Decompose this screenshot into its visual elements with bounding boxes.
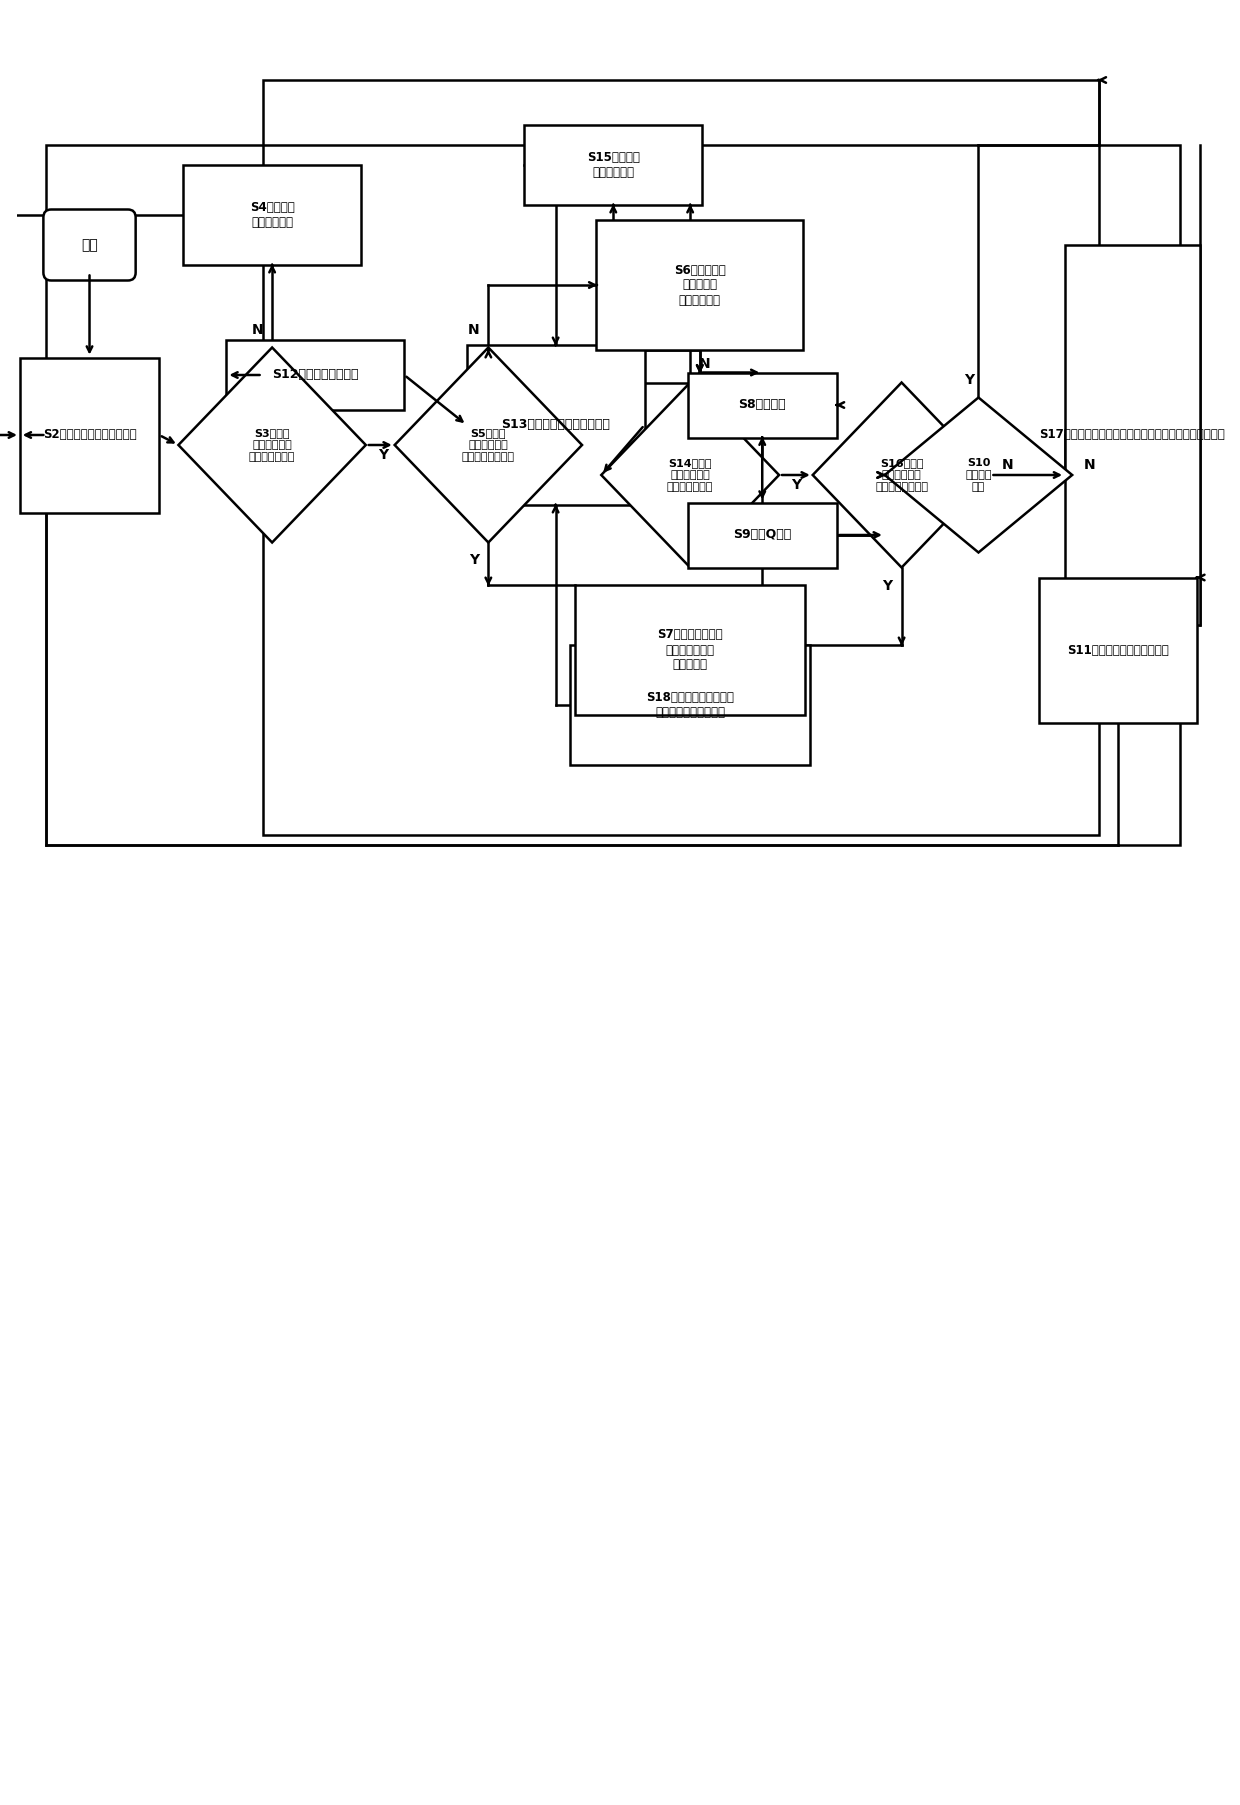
Text: N: N (252, 323, 264, 336)
Text: S9更新Q值表: S9更新Q值表 (733, 529, 791, 542)
Polygon shape (179, 348, 366, 543)
Text: S6选择并执行
当前动作后
到达下一状态: S6选择并执行 当前动作后 到达下一状态 (673, 264, 725, 307)
Bar (20, 357, 159, 513)
Text: S4模机反应
到达下一状态: S4模机反应 到达下一状态 (249, 200, 294, 229)
Text: S14检测并
判断当前状态
是否为工作状态: S14检测并 判断当前状态 是否为工作状态 (667, 458, 713, 491)
FancyBboxPatch shape (43, 209, 135, 280)
Text: S18选择并执行当前动作
后到达下一状态不控制: S18选择并执行当前动作 后到达下一状态不控制 (646, 691, 734, 718)
Text: Y: Y (963, 372, 973, 386)
Text: N: N (699, 357, 711, 372)
Text: S7选择并执行当前
动作后到达下一
状态不控制: S7选择并执行当前 动作后到达下一 状态不控制 (657, 628, 723, 671)
Text: S15模机反应
到达下一状态: S15模机反应 到达下一状态 (587, 152, 640, 179)
Bar (688, 502, 837, 567)
Text: Y: Y (378, 448, 388, 462)
Text: N: N (1002, 458, 1013, 471)
Polygon shape (885, 397, 1073, 552)
Text: S17根据所述最优监控策略将当前状态达到下一目标状态: S17根据所述最优监控策略将当前状态达到下一目标状态 (1039, 428, 1225, 442)
Bar (1065, 245, 1199, 625)
Bar (688, 372, 837, 437)
Polygon shape (601, 383, 779, 567)
Bar (46, 144, 1180, 845)
Text: Y: Y (882, 578, 893, 592)
Polygon shape (812, 383, 991, 567)
Bar (466, 345, 645, 505)
Text: 开始: 开始 (81, 238, 98, 253)
Text: S16检测并
判断当前状态
是否已达目标状态: S16检测并 判断当前状态 是否已达目标状态 (875, 458, 928, 491)
Text: Y: Y (469, 554, 479, 567)
Polygon shape (394, 348, 582, 543)
Text: S8获得奖励: S8获得奖励 (739, 399, 786, 412)
Bar (596, 220, 804, 350)
Text: S5检测并
判断当前状态
是否已达目标状态: S5检测并 判断当前状态 是否已达目标状态 (461, 428, 515, 462)
Text: N: N (469, 323, 480, 336)
Bar (184, 164, 361, 265)
Text: S2设置初始状态为当前状态: S2设置初始状态为当前状态 (42, 428, 136, 442)
Bar (227, 339, 404, 410)
Bar (525, 125, 702, 206)
Bar (570, 644, 810, 765)
Text: S10
判断是否
收敛: S10 判断是否 收敛 (965, 458, 992, 491)
Text: S3检测并
判断当前状态
是否为工作状态: S3检测并 判断当前状态 是否为工作状态 (249, 428, 295, 462)
Bar (263, 79, 1099, 836)
Text: N: N (1084, 458, 1095, 471)
Text: S11重置下一状态为当前状态: S11重置下一状态为当前状态 (1066, 644, 1169, 657)
Bar (575, 585, 806, 715)
Text: S13重置下一状态为当前状态: S13重置下一状态为当前状态 (501, 419, 610, 431)
Bar (1039, 578, 1197, 722)
Text: S12制定监控最优策略: S12制定监控最优策略 (272, 368, 358, 381)
Text: Y: Y (791, 478, 801, 493)
